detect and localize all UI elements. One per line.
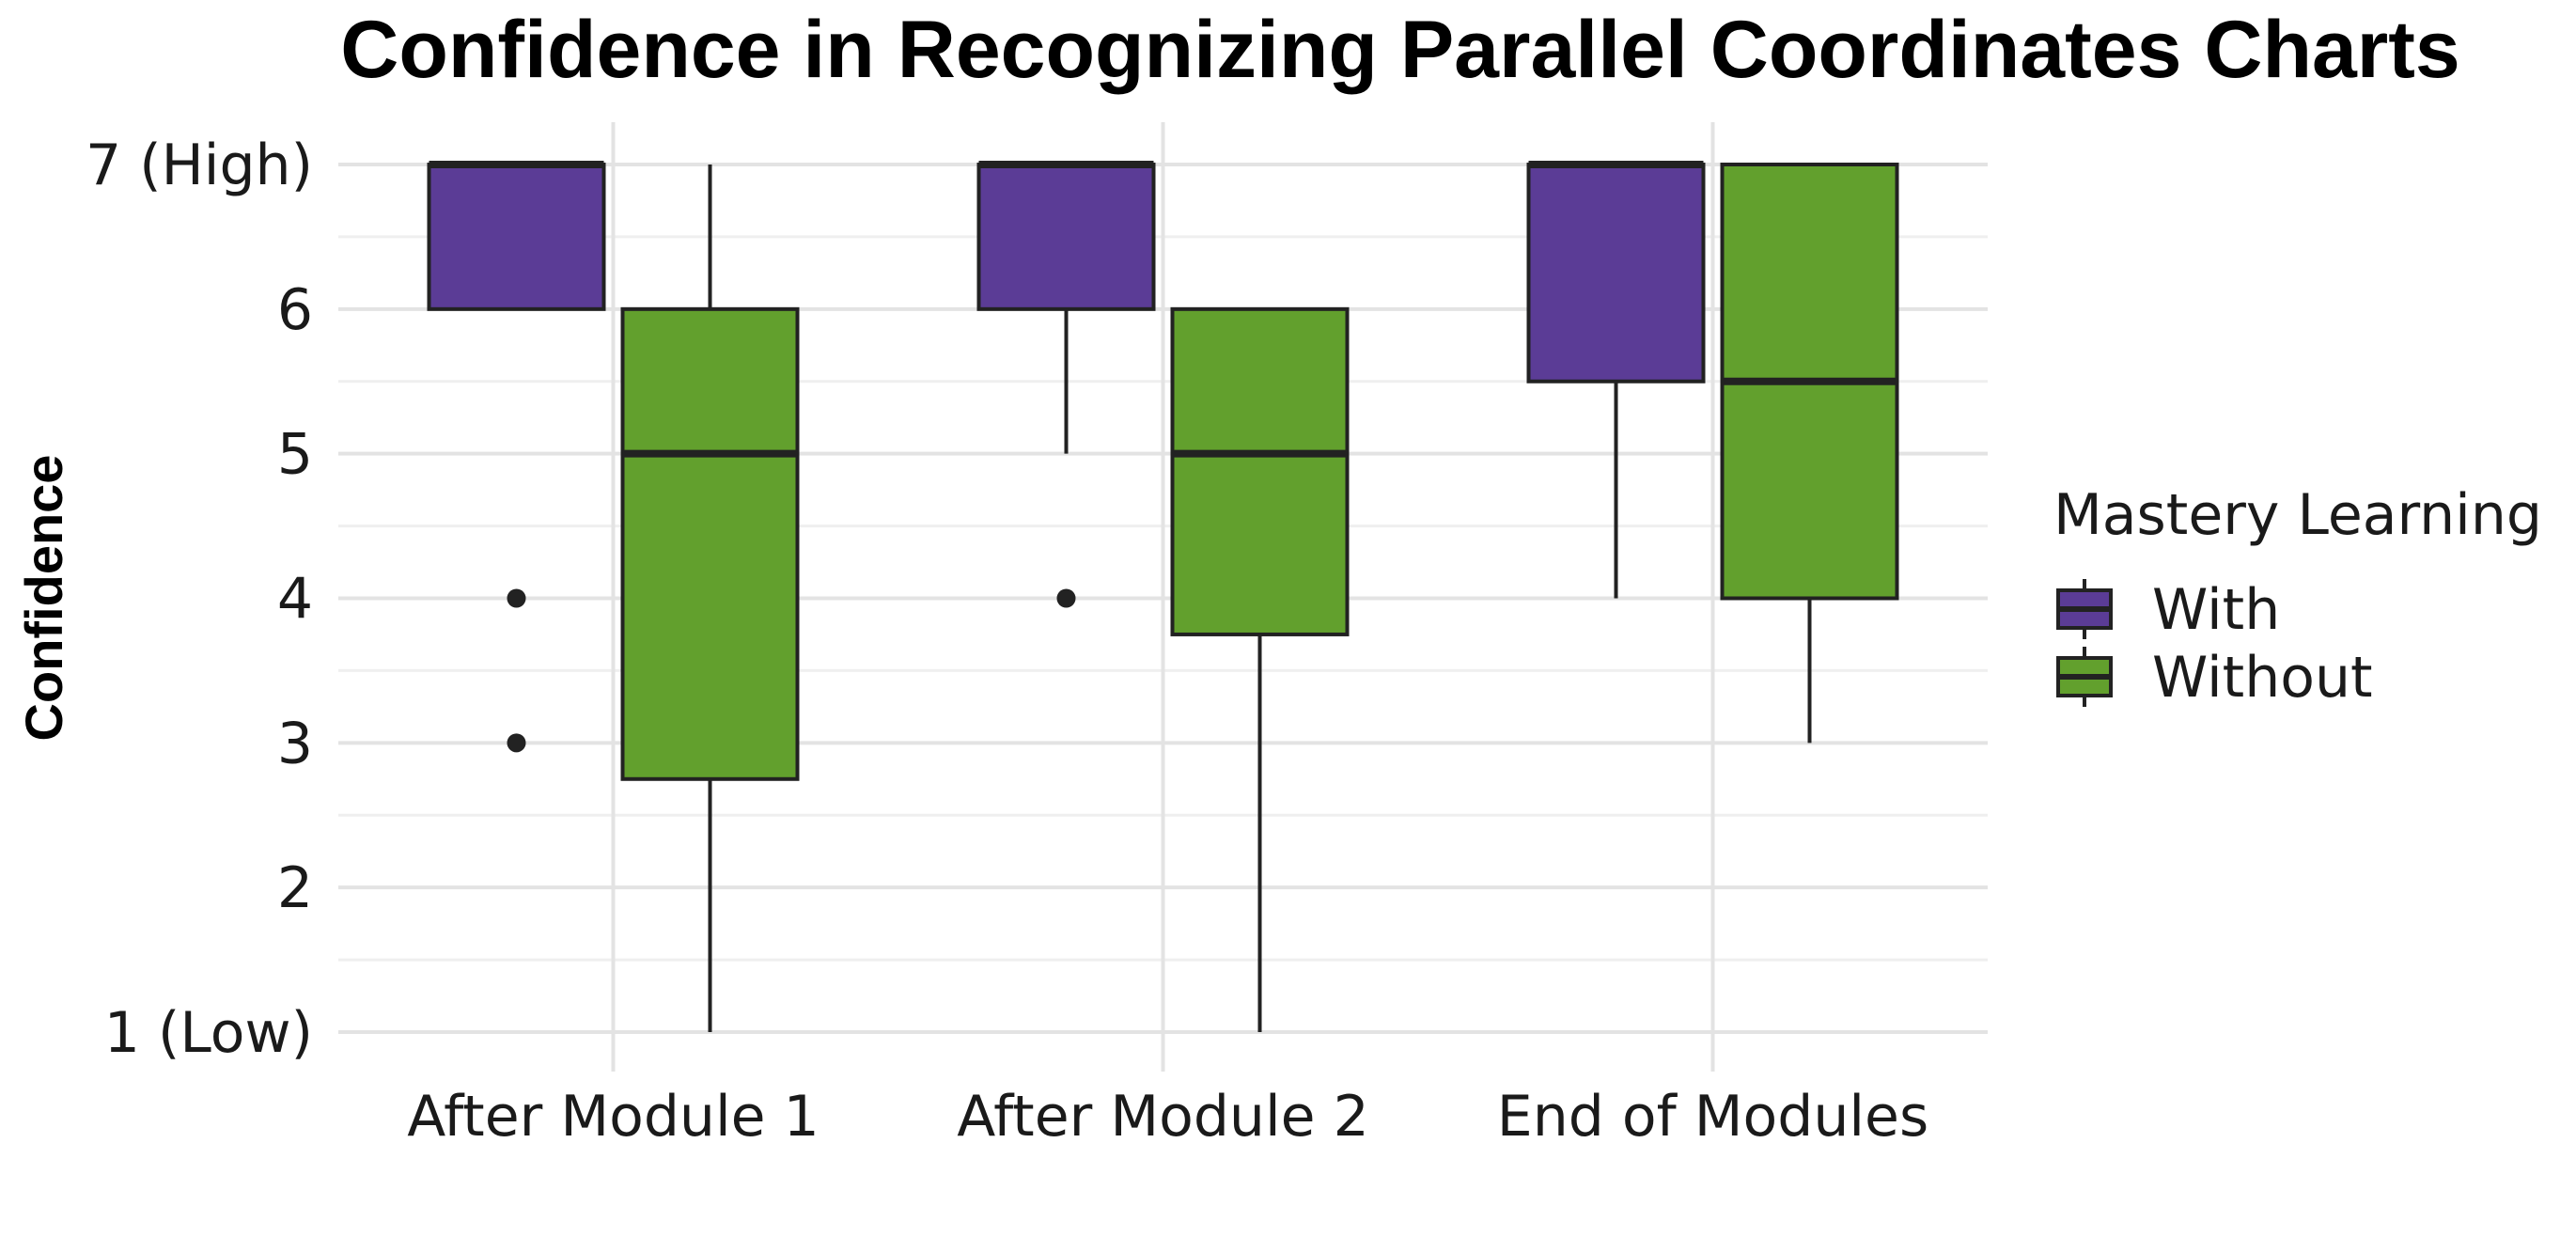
box-body: [620, 306, 800, 781]
box-with-2: [976, 161, 1156, 608]
y-tick-label: 3: [277, 711, 313, 776]
box-without-2: [1170, 306, 1350, 1032]
grid-lines: [338, 122, 1988, 1072]
x-axis-ticks: After Module 1 After Module 2 End of Modul…: [407, 1084, 1928, 1150]
box-without-1: [620, 164, 800, 1032]
x-tick-label: After Module 2: [957, 1084, 1369, 1150]
y-axis-title: Confidence: [14, 455, 73, 742]
y-tick-label: 2: [277, 855, 313, 921]
y-tick-label: 5: [277, 422, 313, 488]
legend-item-with: With: [2056, 577, 2280, 643]
box-without-3: [1720, 163, 1899, 744]
y-tick-label: 1 (Low): [104, 1000, 313, 1066]
plot-area: [427, 161, 1899, 1032]
y-tick-label: 4: [277, 567, 313, 633]
x-tick-label: End of Modules: [1497, 1084, 1928, 1150]
y-tick-label: 6: [277, 277, 313, 343]
outlier-point: [1056, 588, 1076, 608]
box-body: [976, 163, 1156, 311]
box-body: [427, 163, 606, 311]
x-tick-label: After Module 1: [407, 1084, 820, 1150]
box-body: [1526, 163, 1706, 384]
legend-title: Mastery Learning: [2053, 482, 2542, 548]
box-body: [1170, 306, 1350, 636]
chart-title: Confidence in Recognizing Parallel Coord…: [340, 5, 2459, 95]
outlier-point: [507, 588, 526, 608]
legend-item-without: Without: [2056, 645, 2373, 711]
legend-label: With: [2152, 577, 2280, 643]
legend-label: Without: [2152, 645, 2373, 711]
outlier-point: [507, 733, 526, 753]
box-with-1: [427, 161, 606, 753]
y-tick-label: 7 (High): [86, 133, 313, 198]
box-with-3: [1526, 161, 1706, 599]
y-axis-ticks: 1 (Low) 2 3 4 5 6 7 (High): [86, 133, 313, 1066]
